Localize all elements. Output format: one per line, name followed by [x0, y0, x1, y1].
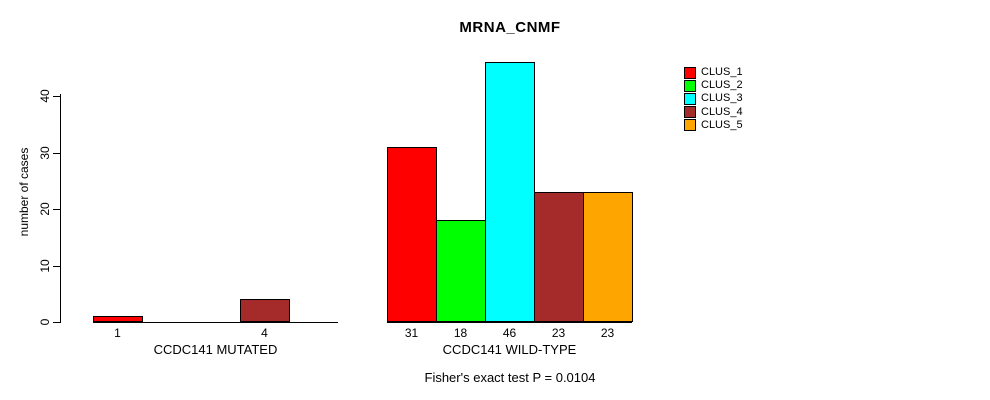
y-tick-label: 20: [38, 202, 52, 216]
legend-item: CLUS_1: [684, 66, 743, 79]
y-axis-line: [60, 94, 61, 323]
y-tick-mark: [53, 96, 60, 97]
legend-swatch-clus_5: [684, 119, 696, 132]
y-tick-mark: [53, 152, 60, 154]
bar-value-label: 46: [502, 326, 517, 340]
bar-value-label: 23: [600, 326, 615, 340]
legend-item: CLUS_5: [684, 119, 743, 132]
legend-swatch-clus_2: [684, 79, 696, 92]
bar-value-label: 18: [453, 326, 468, 340]
y-tick-mark: [53, 322, 60, 323]
legend-item: CLUS_2: [684, 79, 743, 92]
legend-item: CLUS_3: [684, 92, 743, 105]
bar-clus_4: [534, 192, 584, 322]
bar-value-label: 1: [114, 326, 121, 340]
legend-item: CLUS_4: [684, 106, 743, 119]
bar-clus_1: [93, 316, 143, 322]
bar-value-label: 31: [404, 326, 419, 340]
group-label: CCDC141 MUTATED: [153, 342, 278, 357]
legend-swatch-clus_4: [684, 106, 696, 119]
chart-title: MRNA_CNMF: [459, 19, 561, 36]
legend-label: CLUS_5: [701, 118, 743, 131]
bar-value-label: 4: [261, 326, 268, 340]
x-axis-line: [387, 322, 632, 323]
bar-clus_5: [583, 192, 633, 322]
y-tick-label: 40: [38, 89, 52, 103]
bar-clus_4: [240, 299, 290, 322]
y-tick-label: 10: [38, 258, 52, 273]
y-tick-mark: [53, 209, 60, 210]
x-axis-line: [93, 322, 338, 323]
legend-label: CLUS_1: [701, 66, 743, 78]
legend-label: CLUS_3: [701, 92, 743, 105]
group-label: CCDC141 WILD-TYPE: [442, 342, 577, 357]
legend-swatch-clus_1: [684, 66, 696, 79]
bar-value-label: 23: [551, 326, 566, 340]
bar-clus_1: [387, 147, 437, 322]
y-tick-mark: [53, 265, 60, 267]
y-axis-label: number of cases: [17, 147, 31, 237]
y-tick-label: 30: [38, 145, 52, 160]
bar-clus_3: [485, 62, 535, 322]
legend-swatch-clus_3: [684, 92, 696, 105]
y-tick-label: 0: [38, 318, 52, 326]
legend-label: CLUS_4: [701, 105, 743, 118]
legend-label: CLUS_2: [701, 79, 743, 92]
bar-clus_2: [436, 220, 486, 322]
footnote: Fisher's exact test P = 0.0104: [424, 370, 596, 385]
